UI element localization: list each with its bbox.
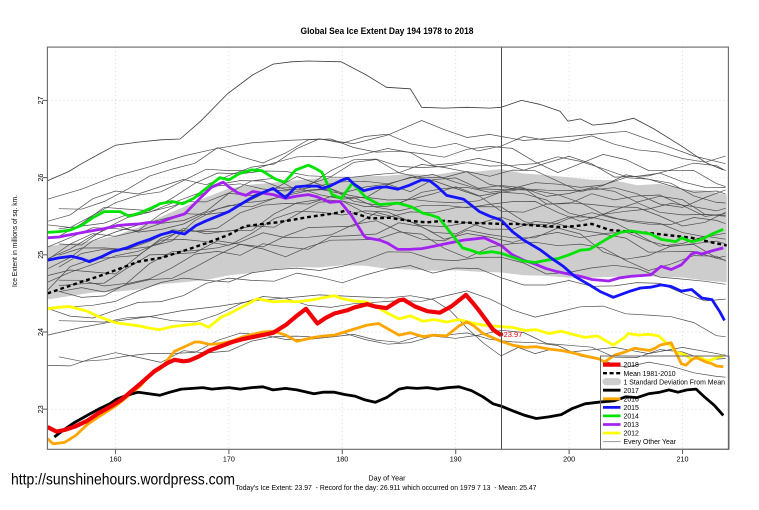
svg-text:2017: 2017 <box>624 388 639 395</box>
svg-text:Global Sea Ice Extent Day 194: Global Sea Ice Extent Day 194 1978 to 20… <box>301 26 474 37</box>
svg-text:160: 160 <box>110 455 122 464</box>
svg-text:2014: 2014 <box>624 414 639 421</box>
svg-text:210: 210 <box>677 455 689 464</box>
svg-text:200: 200 <box>563 455 575 464</box>
svg-text:2016: 2016 <box>624 396 639 403</box>
svg-text:26: 26 <box>36 174 45 182</box>
svg-text:24: 24 <box>36 328 45 336</box>
svg-text:Ice Extent in millions of sq.: Ice Extent in millions of sq. km. <box>10 195 19 287</box>
svg-text:Mean 1981-2010: Mean 1981-2010 <box>624 371 676 378</box>
svg-text:23.97: 23.97 <box>504 330 523 339</box>
svg-text:2012: 2012 <box>624 431 639 438</box>
svg-text:Today's Ice Extent: 23.97 - R: Today's Ice Extent: 23.97 - Record for t… <box>236 483 537 492</box>
svg-text:25: 25 <box>36 251 45 259</box>
svg-text:190: 190 <box>450 455 462 464</box>
svg-text:23: 23 <box>36 405 45 413</box>
svg-text:180: 180 <box>336 455 348 464</box>
svg-text:Day of Year: Day of Year <box>368 474 406 483</box>
svg-text:http://sunshinehours.wordpress: http://sunshinehours.wordpress.com <box>11 472 235 489</box>
svg-text:2015: 2015 <box>624 405 639 412</box>
svg-text:2013: 2013 <box>624 422 639 429</box>
svg-text:Every Other Year: Every Other Year <box>624 439 677 446</box>
svg-text:2018: 2018 <box>624 362 639 369</box>
svg-text:27: 27 <box>36 96 45 104</box>
svg-text:1 Standard Deviation From Mean: 1 Standard Deviation From Mean <box>624 379 726 386</box>
svg-text:170: 170 <box>223 455 235 464</box>
